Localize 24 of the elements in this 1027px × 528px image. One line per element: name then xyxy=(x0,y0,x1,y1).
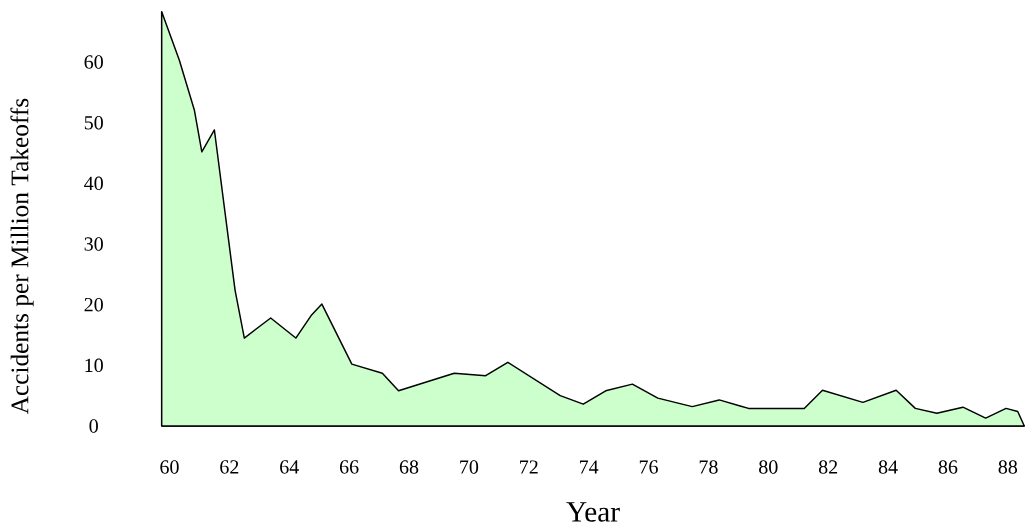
x-tick-label: 84 xyxy=(878,460,898,474)
y-axis-title: Accidents per Million Takeoffs xyxy=(10,98,34,415)
x-tick-label: 70 xyxy=(460,460,479,474)
y-tick-label: 20 xyxy=(84,297,103,312)
x-tick-label: 80 xyxy=(759,460,778,474)
x-tick-label: 62 xyxy=(220,460,239,474)
x-tick-label: 74 xyxy=(579,460,599,474)
x-tick-label: 78 xyxy=(699,460,718,474)
x-tick-label: 64 xyxy=(280,460,299,474)
x-tick-label: 76 xyxy=(639,460,658,474)
x-tick-label: 68 xyxy=(399,460,419,474)
x-tick-label: 60 xyxy=(160,460,179,474)
x-tick-label: 82 xyxy=(818,460,838,474)
x-tick-label: 72 xyxy=(520,460,538,474)
x-tick-label: 66 xyxy=(339,460,359,474)
y-tick-label: 50 xyxy=(84,115,103,130)
x-axis-title: Year xyxy=(566,502,620,522)
x-tick-label: 86 xyxy=(938,460,958,474)
y-tick-label: 40 xyxy=(84,176,103,191)
y-tick-label: 60 xyxy=(84,55,103,69)
y-tick-label: 0 xyxy=(89,419,98,433)
y-tick-label: 10 xyxy=(85,358,103,373)
x-tick-label: 88 xyxy=(998,460,1018,474)
y-tick-label: 30 xyxy=(84,237,103,251)
